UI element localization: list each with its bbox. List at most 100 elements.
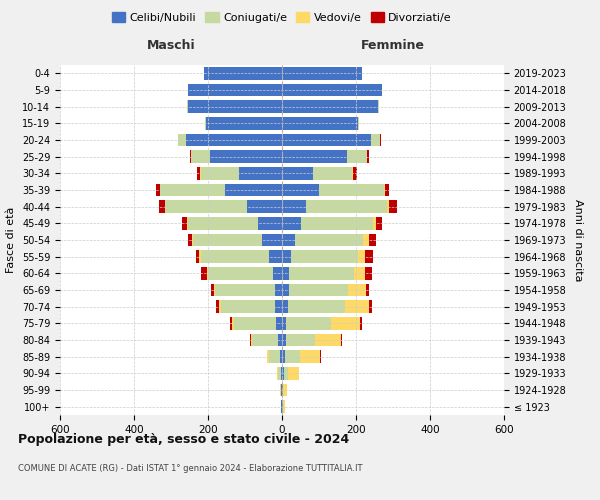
Bar <box>192 234 193 246</box>
Bar <box>282 234 295 246</box>
Bar <box>291 250 358 263</box>
Bar <box>287 367 299 380</box>
Bar <box>215 284 275 296</box>
Bar <box>267 350 269 363</box>
Bar <box>211 284 214 296</box>
Bar <box>376 217 382 230</box>
Bar <box>358 250 365 263</box>
Text: Femmine: Femmine <box>361 38 425 52</box>
Bar <box>313 167 352 179</box>
Bar <box>341 334 343 346</box>
Bar <box>361 317 362 330</box>
Bar <box>188 84 282 96</box>
Bar <box>258 217 282 230</box>
Bar <box>193 234 262 246</box>
Bar <box>319 184 384 196</box>
Bar <box>371 134 380 146</box>
Bar <box>282 267 289 280</box>
Bar <box>378 100 379 113</box>
Bar <box>282 367 284 380</box>
Bar <box>178 134 186 146</box>
Bar <box>234 317 277 330</box>
Bar <box>207 267 208 280</box>
Bar <box>186 134 282 146</box>
Bar <box>282 200 306 213</box>
Bar <box>388 200 389 213</box>
Bar <box>196 250 199 263</box>
Bar <box>364 234 369 246</box>
Bar <box>187 217 188 230</box>
Bar <box>367 150 369 163</box>
Bar <box>188 234 192 246</box>
Bar <box>216 300 219 313</box>
Bar <box>282 350 285 363</box>
Bar <box>300 350 320 363</box>
Bar <box>281 400 282 413</box>
Bar <box>282 384 283 396</box>
Bar <box>282 167 313 179</box>
Bar <box>247 200 282 213</box>
Bar <box>202 267 207 280</box>
Bar <box>219 300 221 313</box>
Bar <box>282 217 301 230</box>
Bar <box>273 267 282 280</box>
Bar <box>253 334 278 346</box>
Bar <box>282 250 291 263</box>
Bar <box>251 334 253 346</box>
Bar <box>275 300 282 313</box>
Legend: Celibi/Nubili, Coniugati/e, Vedovi/e, Divorziati/e: Celibi/Nubili, Coniugati/e, Vedovi/e, Di… <box>107 8 457 28</box>
Bar <box>285 350 300 363</box>
Bar <box>354 267 365 280</box>
Bar <box>188 100 282 113</box>
Bar <box>287 300 345 313</box>
Bar <box>159 200 165 213</box>
Bar <box>301 217 373 230</box>
Bar <box>345 300 369 313</box>
Bar <box>199 250 200 263</box>
Bar <box>221 300 275 313</box>
Bar <box>278 334 282 346</box>
Bar <box>352 167 353 179</box>
Bar <box>282 400 283 413</box>
Bar <box>197 167 200 179</box>
Bar <box>347 150 367 163</box>
Bar <box>200 250 269 263</box>
Y-axis label: Anni di nascita: Anni di nascita <box>573 198 583 281</box>
Bar <box>348 284 367 296</box>
Bar <box>210 150 282 163</box>
Bar <box>282 117 358 130</box>
Bar <box>367 284 370 296</box>
Text: Popolazione per età, sesso e stato civile - 2024: Popolazione per età, sesso e stato civil… <box>18 432 349 446</box>
Bar <box>380 134 381 146</box>
Bar <box>206 117 282 130</box>
Bar <box>232 317 234 330</box>
Bar <box>358 117 359 130</box>
Bar <box>282 84 382 96</box>
Bar <box>205 117 206 130</box>
Bar <box>320 350 321 363</box>
Bar <box>281 367 282 380</box>
Bar <box>365 267 372 280</box>
Bar <box>283 384 287 396</box>
Bar <box>282 134 371 146</box>
Bar <box>286 334 316 346</box>
Bar <box>214 284 215 296</box>
Text: COMUNE DI ACATE (RG) - Dati ISTAT 1° gennaio 2024 - Elaborazione TUTTITALIA.IT: COMUNE DI ACATE (RG) - Dati ISTAT 1° gen… <box>18 464 362 473</box>
Bar <box>282 284 289 296</box>
Bar <box>160 184 224 196</box>
Bar <box>316 334 341 346</box>
Bar <box>289 284 348 296</box>
Bar <box>353 167 357 179</box>
Bar <box>282 150 347 163</box>
Bar <box>165 200 166 213</box>
Bar <box>230 317 232 330</box>
Bar <box>365 250 373 263</box>
Bar <box>239 167 282 179</box>
Y-axis label: Fasce di età: Fasce di età <box>7 207 16 273</box>
Bar <box>282 300 287 313</box>
Bar <box>277 367 278 380</box>
Bar <box>204 67 282 80</box>
Bar <box>280 350 282 363</box>
Bar <box>282 317 286 330</box>
Bar <box>224 184 282 196</box>
